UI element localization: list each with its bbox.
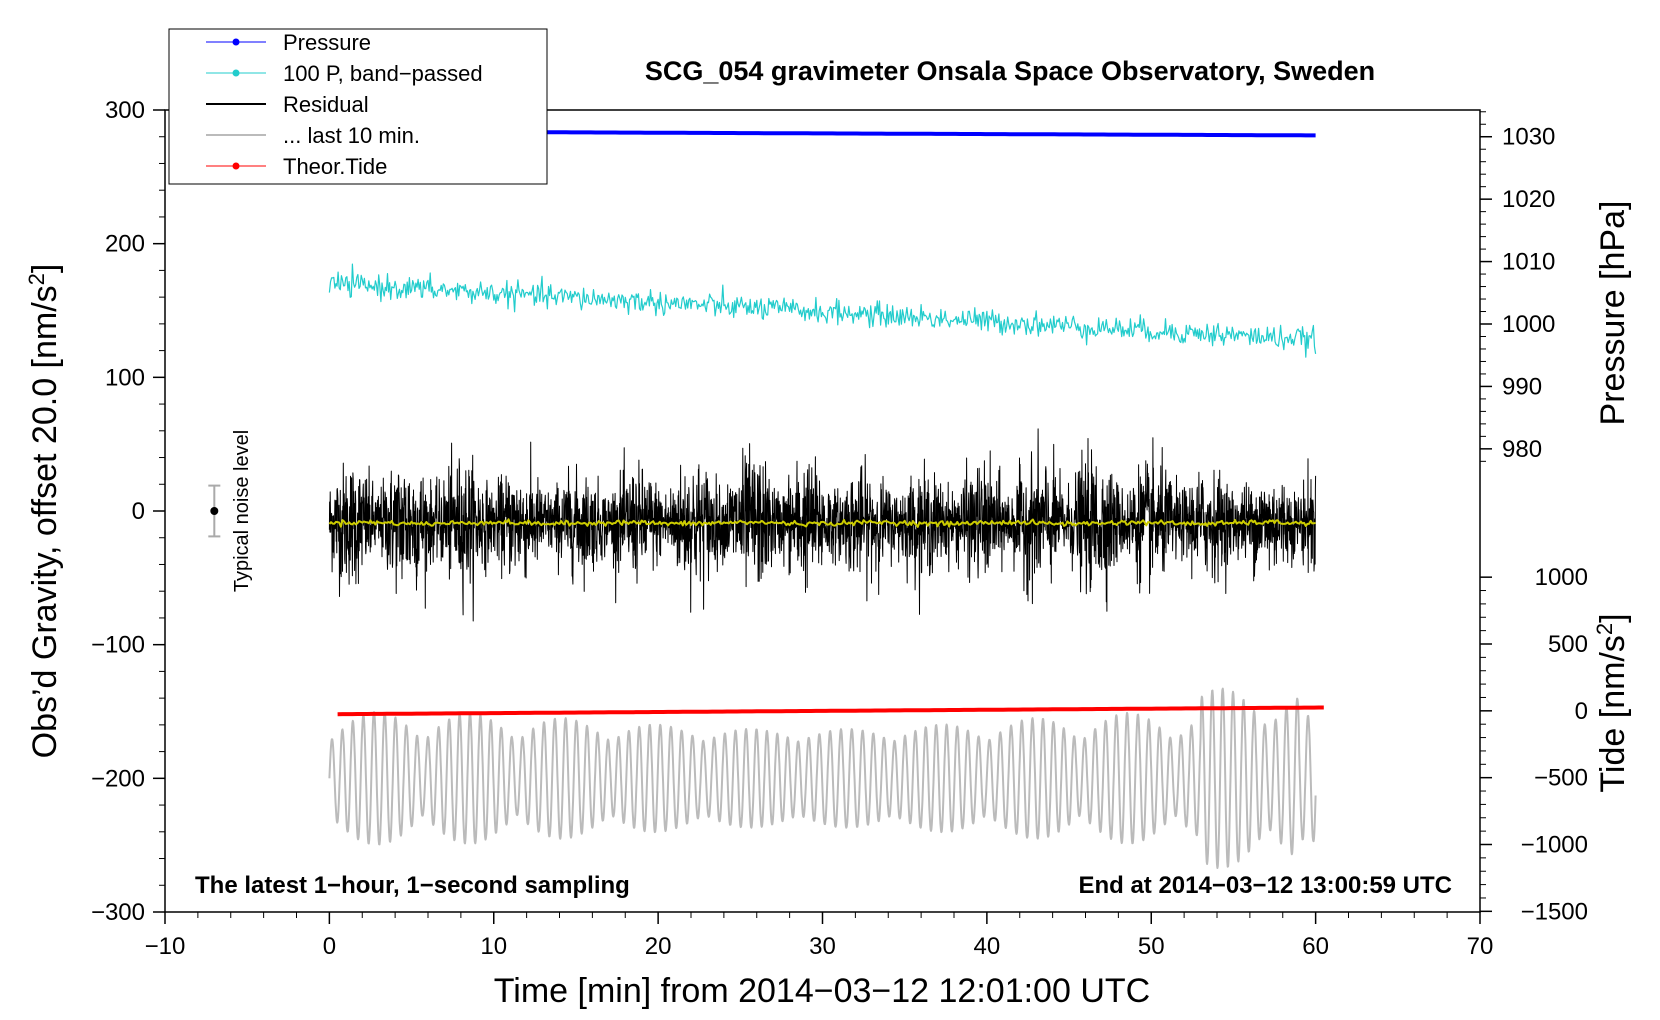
y-tide-tick-label: 500 [1548, 631, 1588, 658]
legend-marker [232, 162, 240, 170]
x-tick-label: 50 [1138, 933, 1165, 960]
y-pressure-tick-label: 1010 [1502, 249, 1555, 276]
y-axis-pressure: 1030 1020 1010 1000 990 980 [1480, 111, 1555, 463]
y-pressure-tick-label: 980 [1502, 436, 1542, 463]
y-left-tick-label: 100 [105, 364, 145, 391]
y-tide-tick-label: −1000 [1521, 831, 1588, 858]
y-tide-tick-label: 1000 [1535, 564, 1588, 591]
legend-label: 100 P, band−passed [283, 61, 483, 86]
y-left-tick-label: −100 [91, 632, 145, 659]
x-tick-label: −10 [145, 933, 186, 960]
noise-level-indicator [208, 484, 221, 538]
series-residual-smoothed [328, 518, 1316, 528]
legend-marker [232, 69, 240, 77]
legend-label: Pressure [283, 30, 371, 55]
noise-center-dot [210, 507, 219, 515]
series-band-passed [328, 263, 1317, 358]
x-tick-label: 20 [645, 933, 672, 960]
y-pressure-tick-label: 1000 [1502, 311, 1555, 338]
y-tide-tick-label: −500 [1534, 765, 1588, 792]
y-axis-pressure-title: Pressure [hPa] [1594, 201, 1632, 426]
y-pressure-tick-label: 1020 [1502, 186, 1555, 213]
legend-box [168, 28, 548, 185]
legend-label: Residual [283, 92, 369, 117]
y-pressure-tick-label: 1030 [1502, 124, 1555, 151]
x-tick-label: 0 [323, 933, 336, 960]
x-axis-title: Time [min] from 2014−03−12 12:01:00 UTC [494, 972, 1150, 1010]
y-left-tick-label: −300 [91, 899, 145, 926]
y-left-tick-label: −200 [91, 765, 145, 792]
legend-marker [232, 38, 240, 46]
y-axis-left-title: Obs’d Gravity, offset 20.0 [nm/s2] [24, 264, 65, 759]
series-theoretical-tide [337, 705, 1324, 717]
y-axis-tide: 1000 500 0 −500 −1000 −1500 [1480, 564, 1588, 925]
y-left-tick-label: 200 [105, 231, 145, 258]
y-tide-tick-label: −1500 [1521, 898, 1588, 925]
y-left-tick-label: 300 [105, 97, 145, 124]
series-residual [328, 428, 1317, 622]
x-tick-label: 70 [1467, 933, 1494, 960]
y-axis-tide-title: Tide [nm/s2] [1592, 613, 1633, 792]
annotation-latest-hour: The latest 1−hour, 1−second sampling [195, 872, 630, 899]
legend-label: ... last 10 min. [283, 123, 420, 148]
legend: Pressure 100 P, band−passed Residual ... la… [168, 28, 548, 185]
x-tick-label: 40 [974, 933, 1001, 960]
x-tick-label: 60 [1302, 933, 1329, 960]
x-axis: −10 0 10 20 30 40 50 60 70 [145, 912, 1494, 960]
annotation-end-time: End at 2014−03−12 13:00:59 UTC [1078, 872, 1452, 899]
x-tick-label: 10 [480, 933, 507, 960]
x-tick-label: 30 [809, 933, 836, 960]
series-last-10-min [328, 687, 1317, 869]
y-pressure-tick-label: 990 [1502, 373, 1542, 400]
series-layer [328, 129, 1324, 869]
legend-label: Theor.Tide [283, 154, 387, 179]
y-axis-left: 300 200 100 0 −100 −200 −300 [91, 97, 165, 926]
y-tide-tick-label: 0 [1575, 698, 1588, 725]
y-left-tick-label: 0 [132, 498, 145, 525]
chart-title: SCG_054 gravimeter Onsala Space Observat… [645, 56, 1375, 86]
noise-level-label: Typical noise level [231, 430, 253, 592]
